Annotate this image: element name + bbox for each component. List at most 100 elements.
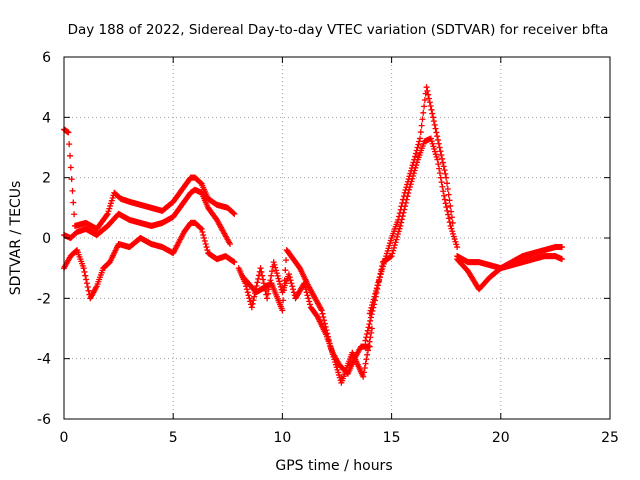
data-point: [200, 231, 207, 238]
data-point: [437, 148, 444, 155]
data-point: [257, 265, 264, 272]
data-point: [371, 301, 378, 308]
data-point: [322, 323, 329, 330]
data-point: [277, 283, 284, 290]
data-point: [249, 300, 256, 307]
data-point: [407, 181, 414, 188]
data-point: [378, 266, 385, 273]
data-point: [364, 347, 371, 354]
data-point: [421, 96, 428, 103]
data-point: [439, 159, 446, 166]
data-point: [414, 159, 421, 166]
data-point: [428, 106, 435, 113]
data-point: [405, 190, 412, 197]
data-point: [230, 210, 237, 217]
data-point: [410, 170, 417, 177]
data-point: [449, 219, 456, 226]
data-point: [391, 242, 398, 249]
data-point: [415, 141, 422, 148]
series-middle: [61, 186, 233, 248]
data-point: [434, 133, 441, 140]
data-point: [280, 297, 287, 304]
data-point: [248, 304, 255, 311]
data-point: [361, 369, 368, 376]
data-point: [360, 373, 367, 380]
data-point: [373, 289, 380, 296]
data-point: [80, 265, 87, 272]
data-point: [388, 253, 395, 260]
data-point: [68, 176, 75, 183]
data-point: [290, 286, 297, 293]
data-point: [288, 280, 295, 287]
series-evening-b: [454, 253, 565, 272]
data-point: [376, 274, 383, 281]
data-point: [436, 170, 443, 177]
data-point: [268, 272, 275, 279]
series-mid-day-b: [240, 247, 375, 386]
data-point: [67, 164, 74, 171]
y-tick-label: -4: [37, 352, 51, 368]
data-point: [258, 268, 265, 275]
data-point: [412, 150, 419, 157]
data-point: [434, 156, 441, 163]
data-point: [324, 330, 331, 337]
data-point: [417, 129, 424, 136]
data-point: [430, 114, 437, 121]
data-points: [61, 84, 565, 386]
data-point: [558, 256, 565, 263]
data-point: [446, 219, 453, 226]
chart-title: Day 188 of 2022, Sidereal Day-to-day VTE…: [68, 22, 609, 38]
data-point: [281, 277, 288, 284]
data-point: [436, 144, 443, 151]
x-tick-label: 20: [492, 430, 510, 446]
x-tick-label: 10: [273, 430, 291, 446]
series-upper: [61, 126, 238, 232]
data-point: [272, 264, 279, 271]
data-point: [85, 287, 92, 294]
data-point: [414, 144, 421, 151]
data-point: [83, 276, 90, 283]
data-point: [403, 196, 410, 203]
data-point: [325, 337, 332, 344]
data-point: [259, 272, 266, 279]
data-point: [435, 136, 442, 143]
data-point: [392, 239, 399, 246]
data-point: [435, 140, 442, 147]
data-point: [320, 313, 327, 320]
data-point: [321, 317, 328, 324]
data-point: [243, 286, 250, 293]
data-point: [365, 343, 372, 350]
data-point: [323, 327, 330, 334]
data-point: [375, 282, 382, 289]
data-point: [70, 199, 77, 206]
data-point: [304, 292, 311, 299]
data-point: [418, 122, 425, 129]
data-point: [409, 175, 416, 182]
data-point: [411, 167, 418, 174]
data-point: [440, 163, 447, 170]
data-point: [319, 310, 326, 317]
data-point: [396, 225, 403, 232]
data-point: [270, 259, 277, 266]
x-tick-label: 25: [601, 430, 619, 446]
data-point: [440, 188, 447, 195]
data-point: [444, 207, 451, 214]
data-point: [366, 338, 373, 345]
data-point: [421, 103, 428, 110]
data-point: [447, 202, 454, 209]
data-point: [306, 301, 313, 308]
data-point: [364, 351, 371, 358]
data-point: [204, 247, 211, 254]
data-point: [412, 164, 419, 171]
data-point: [558, 244, 565, 251]
data-point: [276, 278, 283, 285]
data-point: [271, 261, 278, 268]
series-mid-day: [235, 259, 373, 377]
data-point: [65, 129, 72, 136]
data-point: [363, 330, 370, 337]
data-point: [416, 138, 423, 145]
data-point: [372, 293, 379, 300]
data-point: [81, 268, 88, 275]
data-point: [305, 295, 312, 302]
series-evening: [454, 244, 565, 293]
